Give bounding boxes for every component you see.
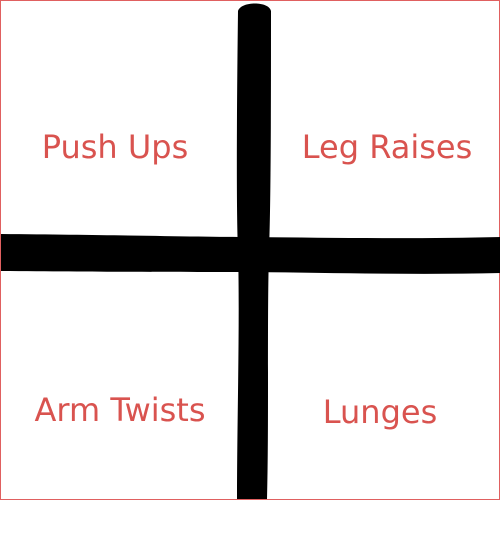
quadrant-top-right: Leg Raises bbox=[262, 22, 500, 272]
quadrant-label: Lunges bbox=[322, 393, 438, 431]
quadrant-bottom-right: Lunges bbox=[255, 287, 500, 537]
horizontal-divider bbox=[1, 234, 500, 274]
quadrant-label: Push Ups bbox=[41, 128, 189, 166]
quadrant-label: Leg Raises bbox=[301, 128, 473, 166]
quadrant-bottom-left: Arm Twists bbox=[0, 285, 245, 535]
cross-divider bbox=[1, 3, 500, 499]
quadrant-frame: Push Ups Leg Raises Arm Twists Lunges bbox=[0, 0, 500, 500]
quadrant-label: Arm Twists bbox=[34, 391, 206, 429]
quadrant-top-left: Push Ups bbox=[0, 22, 240, 272]
